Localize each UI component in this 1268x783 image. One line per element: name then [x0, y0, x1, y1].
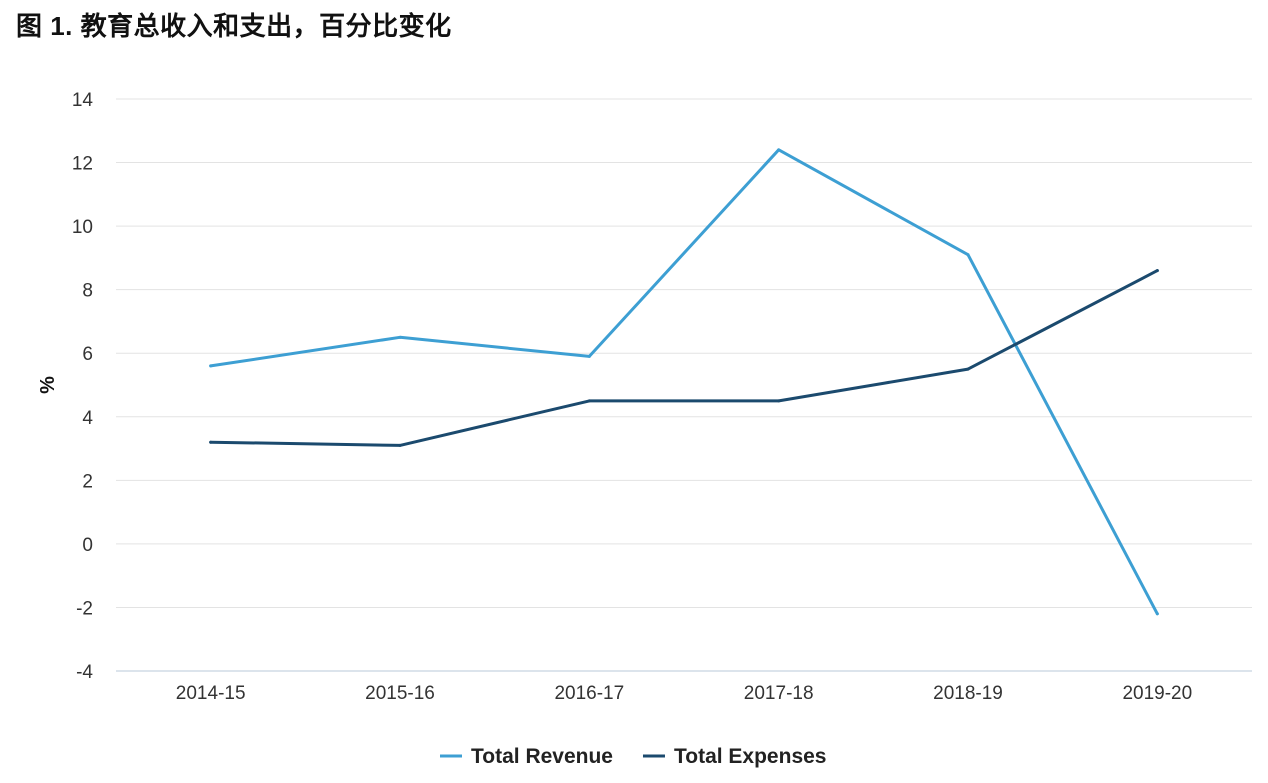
- series-line-1: [209, 269, 1159, 447]
- x-tick-labels: 2014-15 2015-16 2016-17 2017-18 2018-19 2019-…: [176, 683, 1192, 704]
- x-tick-label: 2015-16: [365, 683, 435, 704]
- data-point: [209, 440, 213, 444]
- x-tick-label: 2016-17: [554, 683, 624, 704]
- y-tick-label: 2: [82, 471, 93, 492]
- data-point: [966, 253, 970, 257]
- data-point: [587, 399, 591, 403]
- y-tick-label: 10: [72, 217, 93, 238]
- y-tick-label: 0: [82, 535, 93, 556]
- data-point: [1155, 612, 1159, 616]
- legend-label: Total Expenses: [674, 745, 827, 768]
- legend: Total Revenue Total Expenses: [440, 745, 826, 768]
- y-axis-title: %: [37, 376, 59, 394]
- data-point: [398, 443, 402, 447]
- legend-label: Total Revenue: [471, 745, 613, 768]
- data-point: [777, 399, 781, 403]
- data-point: [398, 335, 402, 339]
- y-tick-label: 6: [82, 344, 93, 365]
- x-tick-label: 2017-18: [744, 683, 814, 704]
- y-tick-label: 12: [72, 154, 93, 175]
- x-tick-label: 2019-20: [1122, 683, 1192, 704]
- data-point: [1155, 269, 1159, 273]
- data-point: [209, 364, 213, 368]
- y-tick-label: 8: [82, 281, 93, 302]
- y-tick-label: -2: [76, 598, 93, 619]
- y-tick-label: 4: [82, 408, 93, 429]
- data-point: [966, 367, 970, 371]
- series-line-0: [209, 148, 1159, 616]
- data-point: [587, 354, 591, 358]
- gridlines: [116, 98, 1252, 672]
- data-point: [777, 148, 781, 152]
- series-lines: [209, 148, 1159, 616]
- y-tick-labels: 14 12 10 8 6 4 2 0 -2 -4: [72, 90, 94, 683]
- y-tick-label: 14: [72, 90, 94, 111]
- x-tick-label: 2018-19: [933, 683, 1003, 704]
- y-tick-label: -4: [76, 662, 93, 683]
- chart-title: 图 1. 教育总收入和支出，百分比变化: [16, 11, 452, 41]
- x-tick-label: 2014-15: [176, 683, 246, 704]
